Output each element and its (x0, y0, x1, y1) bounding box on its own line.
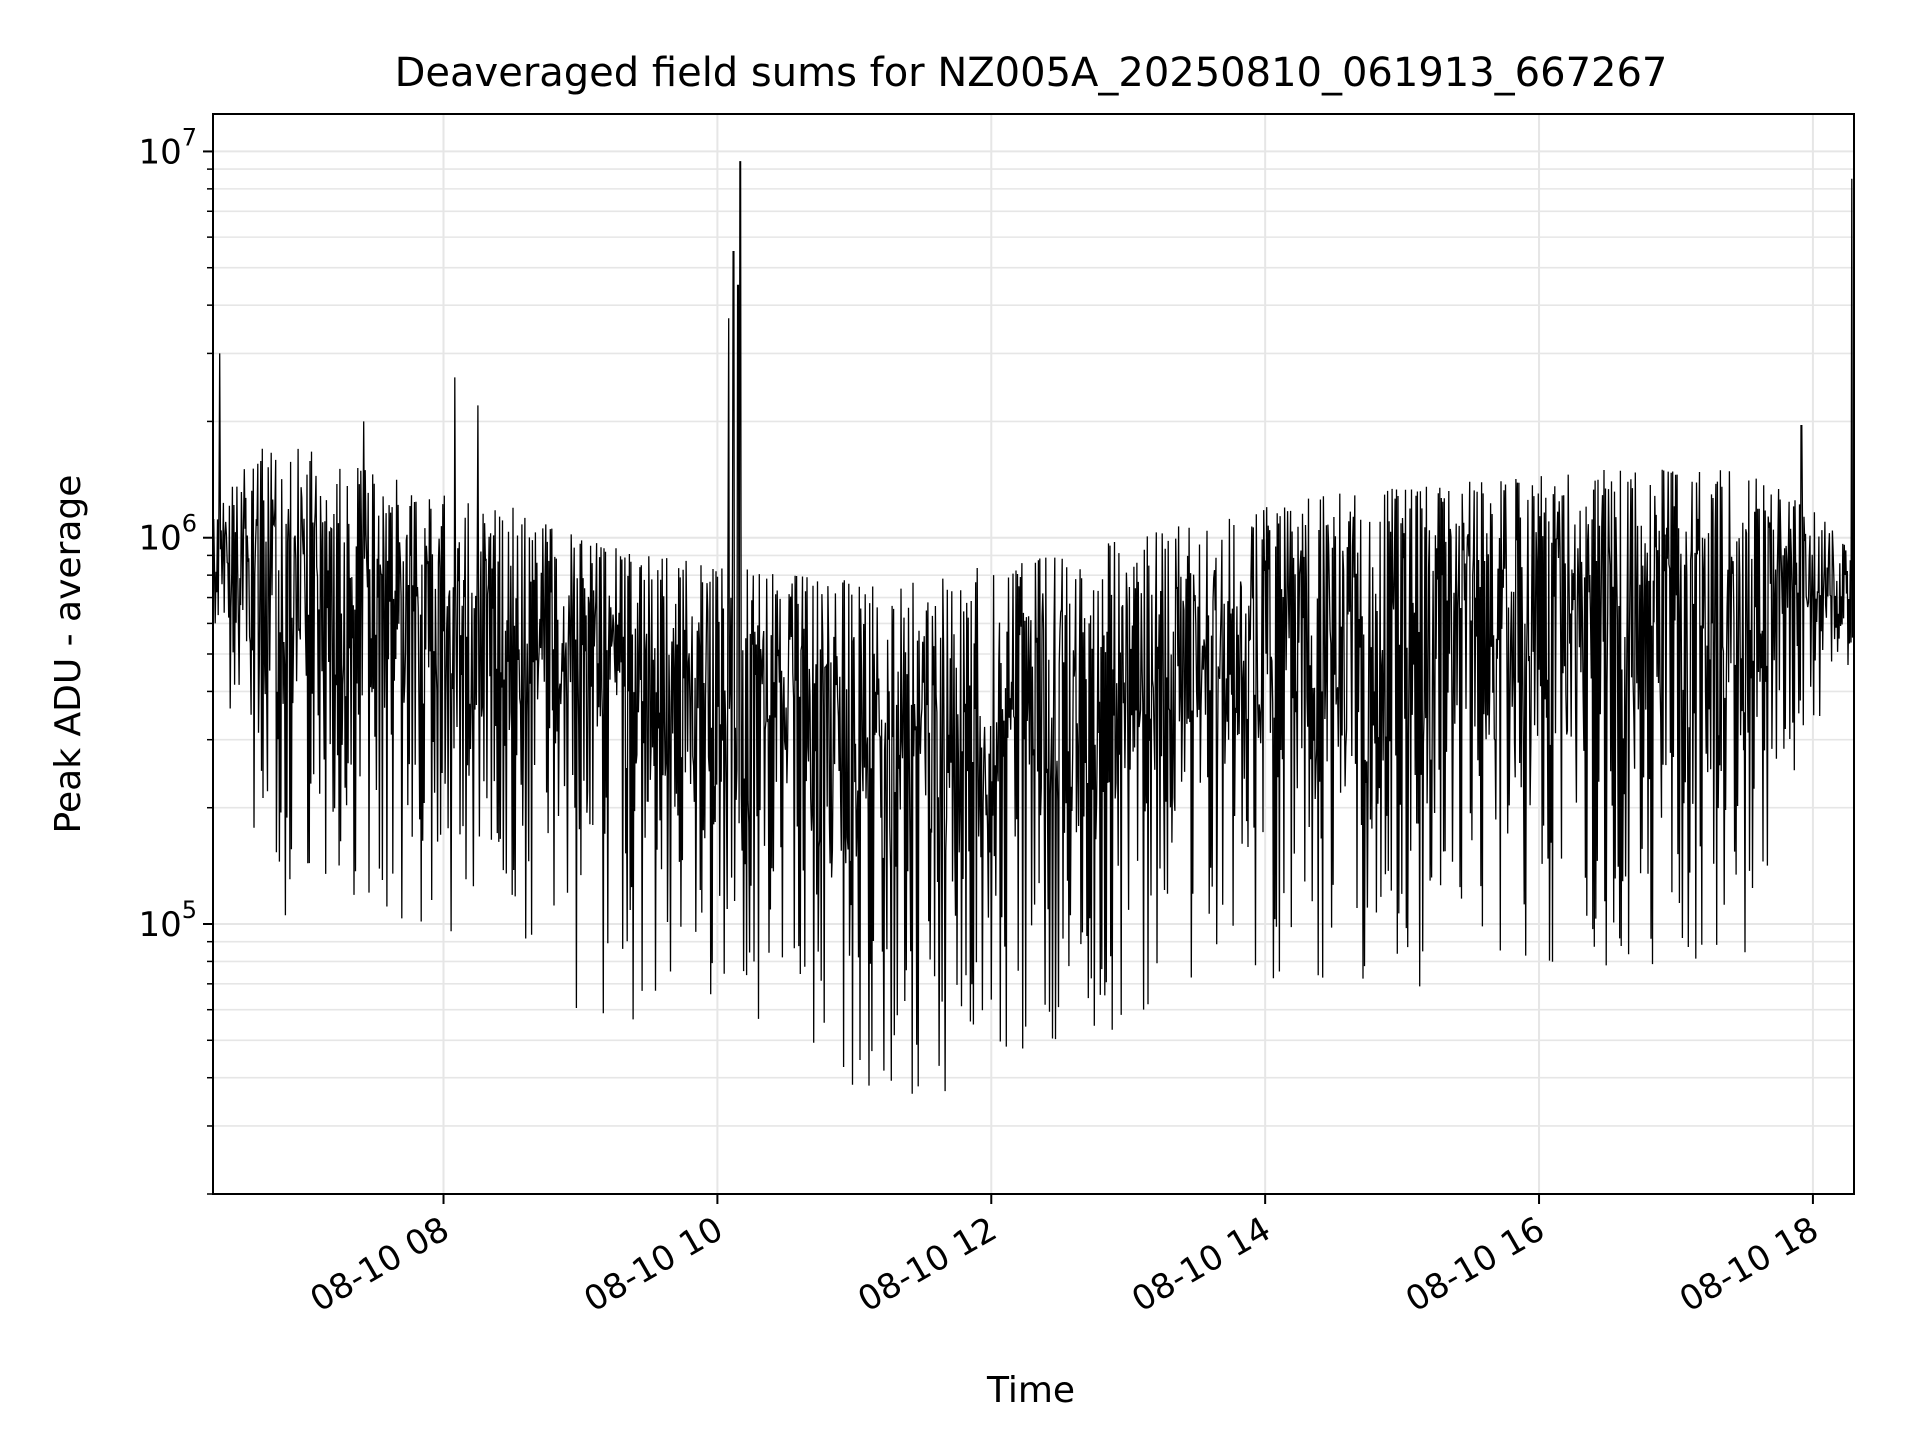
y-tick-label: 107 (138, 123, 197, 172)
plot-area (212, 113, 1855, 1195)
series-line (212, 161, 1855, 1094)
y-tick-base: 10 (138, 132, 181, 172)
x-axis-label: Time (986, 1370, 1075, 1411)
chart-title: Deaveraged field sums for NZ005A_2025081… (395, 50, 1668, 96)
y-tick-exponent: 5 (182, 896, 197, 924)
data-series (212, 161, 1855, 1094)
y-tick-label: 105 (138, 896, 197, 945)
y-tick-exponent: 6 (182, 510, 197, 538)
y-axis-label: Peak ADU - average (48, 475, 89, 834)
y-tick-base: 10 (138, 905, 181, 945)
y-tick-label: 106 (138, 510, 197, 559)
y-tick-exponent: 7 (182, 123, 197, 151)
y-tick-base: 10 (138, 519, 181, 559)
